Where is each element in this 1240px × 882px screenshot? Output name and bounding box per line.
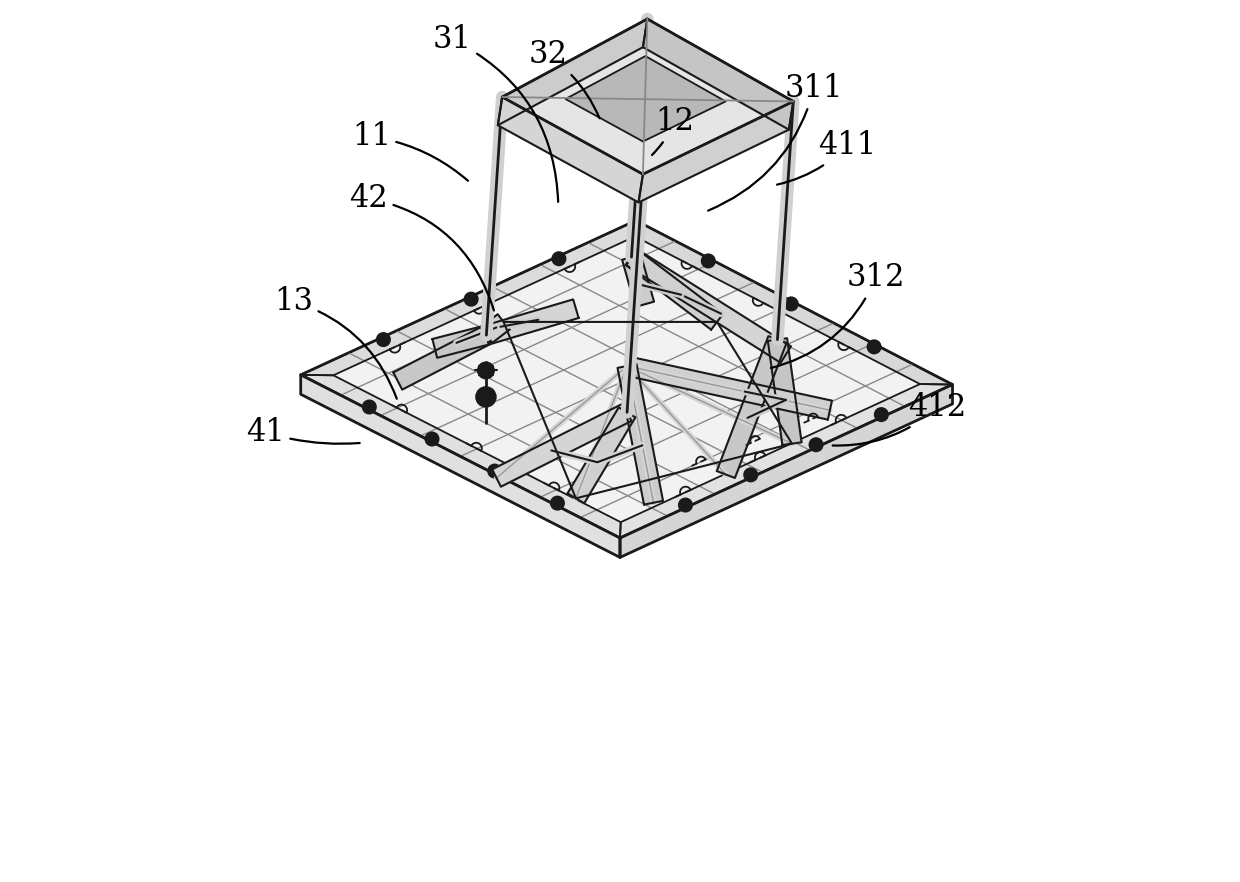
Circle shape [874, 408, 888, 422]
Circle shape [678, 498, 692, 512]
Polygon shape [502, 19, 794, 175]
Polygon shape [620, 384, 952, 538]
Text: 31: 31 [433, 24, 558, 202]
Polygon shape [480, 314, 510, 343]
Circle shape [744, 468, 758, 482]
Circle shape [552, 252, 565, 265]
Polygon shape [642, 19, 794, 130]
Circle shape [481, 392, 490, 401]
Polygon shape [626, 250, 723, 330]
Circle shape [868, 340, 880, 354]
Polygon shape [618, 364, 663, 505]
Text: 11: 11 [352, 121, 467, 181]
Polygon shape [497, 97, 642, 202]
Polygon shape [622, 255, 653, 307]
Polygon shape [492, 404, 631, 487]
Polygon shape [393, 326, 491, 390]
Polygon shape [620, 385, 952, 557]
Text: 311: 311 [708, 72, 843, 211]
Polygon shape [301, 220, 952, 538]
Polygon shape [301, 375, 621, 538]
Circle shape [465, 293, 477, 306]
Polygon shape [301, 375, 620, 557]
Polygon shape [717, 336, 786, 478]
Circle shape [477, 363, 494, 378]
Polygon shape [565, 56, 725, 141]
Polygon shape [639, 101, 794, 202]
Polygon shape [484, 299, 579, 345]
Circle shape [702, 254, 715, 267]
Circle shape [362, 400, 376, 414]
Text: 41: 41 [246, 416, 360, 448]
Circle shape [551, 497, 564, 510]
Polygon shape [635, 220, 952, 385]
Text: 412: 412 [833, 392, 967, 445]
Polygon shape [433, 325, 489, 358]
Circle shape [377, 333, 391, 346]
Text: 13: 13 [274, 286, 397, 399]
Text: 32: 32 [528, 39, 599, 118]
Text: 42: 42 [350, 183, 494, 310]
Circle shape [476, 387, 496, 407]
Circle shape [810, 438, 822, 452]
Text: 312: 312 [771, 262, 905, 368]
Polygon shape [497, 19, 647, 125]
Text: 12: 12 [652, 106, 694, 155]
Circle shape [785, 297, 797, 310]
Polygon shape [301, 220, 636, 376]
Polygon shape [568, 407, 635, 504]
Polygon shape [625, 356, 832, 420]
Circle shape [425, 432, 439, 445]
Polygon shape [768, 338, 801, 445]
Circle shape [489, 465, 501, 478]
Text: 411: 411 [777, 130, 877, 184]
Polygon shape [626, 249, 791, 363]
